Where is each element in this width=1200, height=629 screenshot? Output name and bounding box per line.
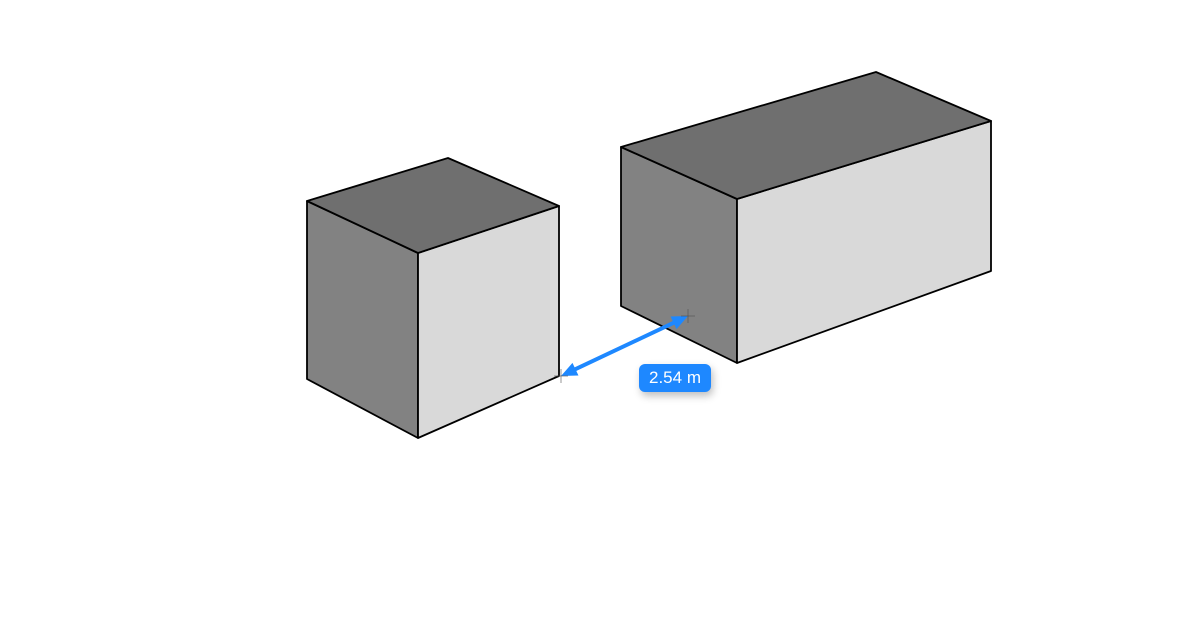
viewport-3d[interactable]: 2.54 m (0, 0, 1200, 629)
box-left (307, 158, 559, 438)
scene-svg (0, 0, 1200, 629)
measurement-label[interactable]: 2.54 m (639, 364, 711, 392)
